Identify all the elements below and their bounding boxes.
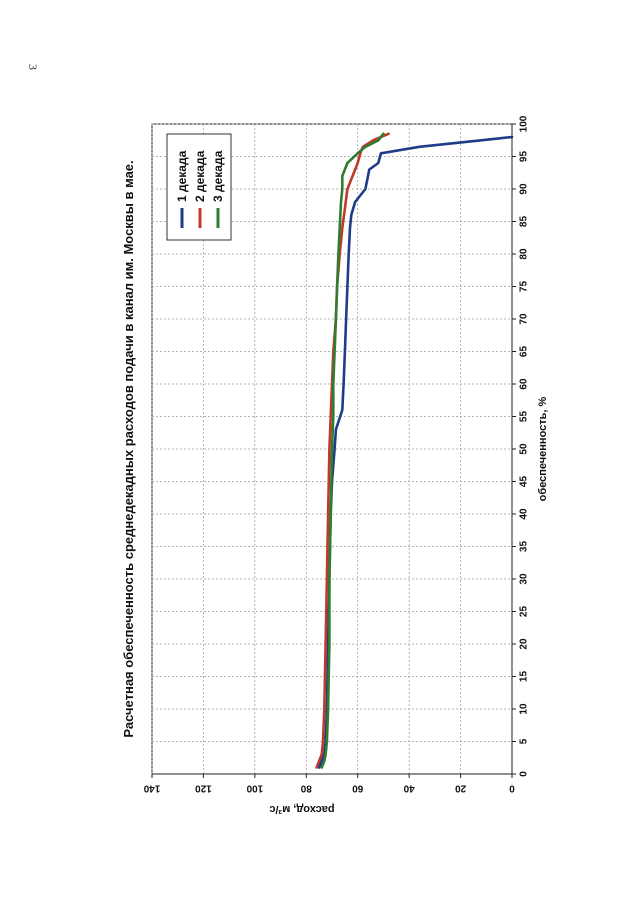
y-tick-label: 20	[455, 783, 467, 794]
y-tick-label: 40	[403, 783, 415, 794]
x-axis-title: обеспеченность, %	[537, 396, 549, 501]
y-tick-label: 120	[195, 783, 212, 794]
x-tick-label: 20	[519, 638, 530, 650]
legend-label: 2 декада	[193, 150, 207, 202]
y-tick-label: 100	[246, 783, 263, 794]
legend-label: 1 декада	[175, 150, 189, 202]
x-tick-label: 55	[519, 411, 530, 423]
x-tick-label: 70	[519, 313, 530, 325]
chart-title: Расчетная обеспеченность среднедекадных …	[121, 160, 136, 737]
series-line	[320, 132, 385, 769]
x-axis-ticks: 0 5 10 15 20 25 30 35 40 45 50 55 60 65 70 75 80 85 90 95 10…	[512, 115, 530, 777]
y-tick-label: 60	[352, 783, 364, 794]
y-tick-label: 80	[300, 783, 312, 794]
series-layer	[315, 132, 514, 769]
x-tick-label: 40	[519, 508, 530, 520]
x-tick-label: 10	[519, 703, 530, 715]
legend: 1 декада 2 декада 3 декада	[166, 133, 232, 241]
x-tick-label: 15	[519, 671, 530, 683]
x-tick-label: 5	[519, 738, 530, 744]
x-tick-label: 0	[519, 771, 530, 777]
x-tick-label: 75	[519, 281, 530, 293]
x-tick-label: 50	[519, 443, 530, 455]
x-tick-label: 45	[519, 476, 530, 488]
legend-label: 3 декада	[211, 150, 225, 202]
y-tick-label: 0	[509, 783, 515, 794]
x-tick-label: 80	[519, 248, 530, 260]
y-axis-title: расход, м³/с	[269, 803, 334, 815]
y-axis-ticks: 0 20 40 60 80 100 120 140	[143, 774, 515, 794]
x-tick-label: 65	[519, 346, 530, 358]
y-tick-label: 140	[143, 783, 160, 794]
x-tick-label: 35	[519, 541, 530, 553]
x-tick-label: 100	[519, 115, 530, 132]
x-tick-label: 95	[519, 151, 530, 163]
x-tick-label: 30	[519, 573, 530, 585]
x-tick-label: 90	[519, 183, 530, 195]
x-tick-label: 25	[519, 606, 530, 618]
x-tick-label: 60	[519, 378, 530, 390]
x-tick-label: 85	[519, 216, 530, 228]
